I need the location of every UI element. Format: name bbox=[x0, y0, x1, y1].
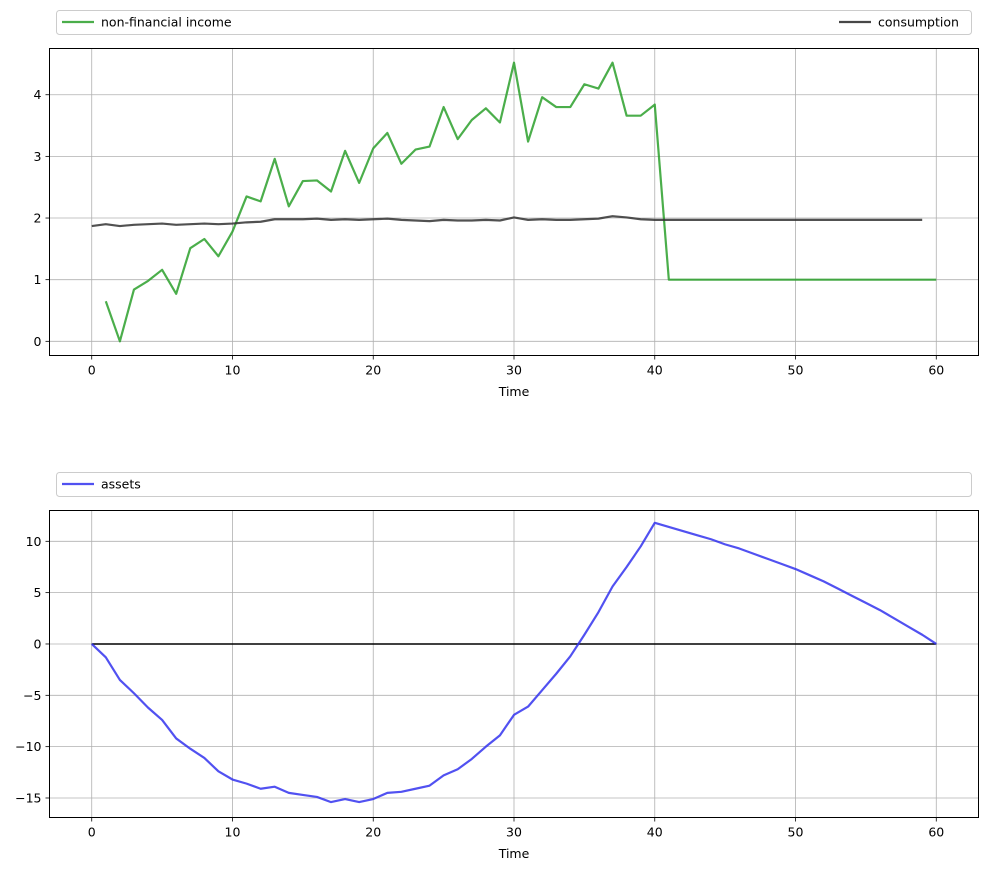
y-tick-label: −10 bbox=[15, 739, 41, 754]
grid bbox=[49, 510, 979, 818]
x-tick-label: 30 bbox=[506, 825, 522, 840]
x-axis-label: Time bbox=[498, 846, 530, 861]
x-axis-label: Time bbox=[498, 384, 530, 399]
x-tick-label: 10 bbox=[225, 363, 241, 378]
legend-label-income: non-financial income bbox=[101, 15, 232, 30]
series-layer bbox=[90, 521, 937, 804]
consumption-line bbox=[91, 215, 923, 228]
x-tick-labels: 0 10 20 30 40 50 60 bbox=[88, 817, 944, 840]
income-consumption-panel: 0 10 20 30 40 50 60 0 1 2 3 4 Time non-financial i… bbox=[34, 10, 979, 399]
legend-label-consumption: consumption bbox=[878, 15, 959, 30]
series-layer bbox=[91, 61, 937, 343]
x-tick-label: 30 bbox=[506, 363, 522, 378]
grid bbox=[49, 48, 979, 356]
x-tick-label: 60 bbox=[928, 363, 944, 378]
x-tick-label: 10 bbox=[225, 825, 241, 840]
y-tick-label: 5 bbox=[34, 585, 42, 600]
y-tick-label: 0 bbox=[34, 636, 42, 651]
x-tick-label: 60 bbox=[928, 825, 944, 840]
assets-line bbox=[90, 521, 937, 804]
assets-panel: 0 10 20 30 40 50 60 −15 −10 −5 0 5 10 Time assets bbox=[15, 472, 979, 861]
y-tick-label: 3 bbox=[34, 149, 42, 164]
x-tick-labels: 0 10 20 30 40 50 60 bbox=[88, 355, 944, 378]
y-tick-label: −5 bbox=[23, 688, 41, 703]
y-tick-label: 4 bbox=[34, 87, 42, 102]
legend[interactable]: assets bbox=[56, 472, 972, 497]
non-financial-income-line bbox=[104, 61, 937, 343]
y-tick-label: 0 bbox=[34, 334, 42, 349]
legend-box bbox=[56, 10, 972, 35]
legend[interactable]: non-financial income consumption bbox=[56, 10, 972, 35]
y-tick-labels: 0 1 2 3 4 bbox=[34, 87, 50, 349]
x-tick-label: 20 bbox=[365, 363, 381, 378]
legend-box bbox=[56, 472, 972, 497]
x-tick-label: 0 bbox=[88, 363, 96, 378]
x-tick-label: 0 bbox=[88, 825, 96, 840]
legend-label-assets: assets bbox=[101, 477, 141, 492]
y-tick-label: 1 bbox=[34, 272, 42, 287]
x-tick-label: 20 bbox=[365, 825, 381, 840]
y-tick-label: 2 bbox=[34, 211, 42, 226]
y-tick-label: 10 bbox=[26, 534, 42, 549]
y-tick-label: −15 bbox=[15, 790, 41, 805]
y-tick-labels: −15 −10 −5 0 5 10 bbox=[15, 534, 50, 805]
x-tick-label: 40 bbox=[647, 363, 663, 378]
x-tick-label: 50 bbox=[788, 363, 804, 378]
x-tick-label: 40 bbox=[647, 825, 663, 840]
x-tick-label: 50 bbox=[788, 825, 804, 840]
